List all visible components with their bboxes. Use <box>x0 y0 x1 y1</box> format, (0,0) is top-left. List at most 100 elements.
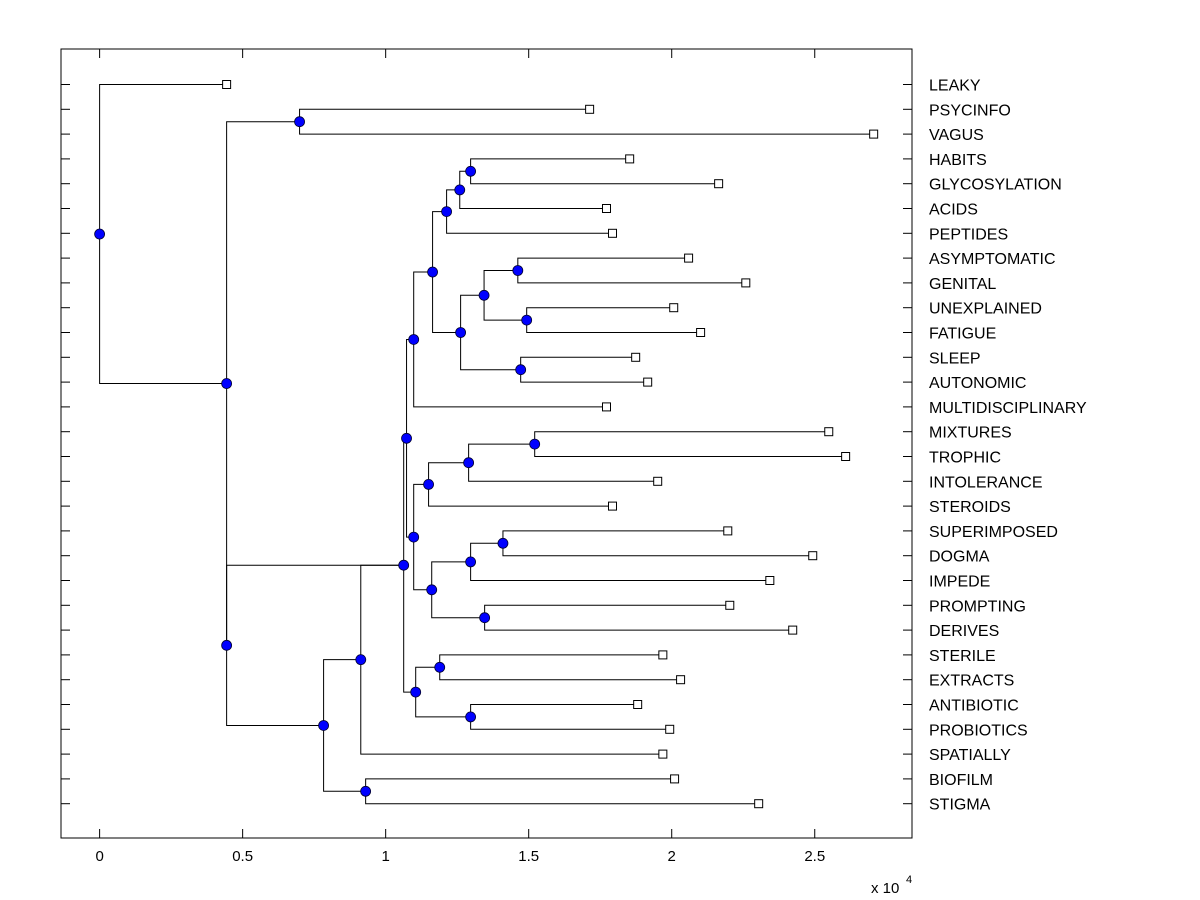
leaf-labels: LEAKY PSYCINFO VAGUS HABITS GLYCOSYLATION ACI… <box>929 78 1087 814</box>
leaf-marker <box>714 179 724 189</box>
leaf-label: DERIVES <box>929 623 999 640</box>
tree-branch <box>413 483 429 538</box>
node-marker <box>221 378 233 389</box>
node-markers <box>94 116 541 797</box>
tree-branch <box>432 211 447 273</box>
leaf-label: DOGMA <box>929 549 990 566</box>
leaf-marker <box>725 600 735 610</box>
leaf-label: BIOFILM <box>929 772 993 789</box>
leaf-label: PROBIOTICS <box>929 722 1028 739</box>
leaf-marker <box>869 129 879 139</box>
node-marker <box>463 457 475 469</box>
tree-branch <box>360 659 663 755</box>
leaf-label: STIGMA <box>929 797 991 814</box>
node-marker <box>465 711 477 723</box>
tree-branch <box>439 654 663 668</box>
tree-branch <box>468 462 658 482</box>
leaf-label: INTOLERANCE <box>929 474 1043 491</box>
tree-branch <box>470 716 670 730</box>
leaf-marker <box>653 476 663 486</box>
node-marker <box>360 785 372 797</box>
leaf-marker <box>625 154 635 164</box>
leaf-marker <box>585 104 595 114</box>
node-marker <box>479 612 491 624</box>
node-marker <box>427 266 438 278</box>
leaf-marker <box>741 278 751 288</box>
x-multiplier-label: x 10 <box>871 880 899 897</box>
leaf-label: ACIDS <box>929 202 978 219</box>
tree-branch <box>502 530 728 544</box>
axis-ticks: 0 0.5 1 1.5 2 2.5 <box>61 49 912 865</box>
x-multiplier-exponent: 4 <box>906 874 912 886</box>
tree-branch <box>460 294 485 333</box>
leaf-label: ASYMPTOMATIC <box>929 251 1056 268</box>
axes-frame <box>60 48 913 839</box>
node-marker <box>465 165 477 177</box>
leaf-marker <box>696 328 706 337</box>
tree-branch <box>413 537 432 591</box>
tree-branch <box>323 659 361 726</box>
leaf-marker <box>222 80 232 89</box>
leaf-marker <box>643 377 653 387</box>
tree-branch <box>415 692 471 718</box>
tree-branch <box>365 791 759 805</box>
leaf-label: GLYCOSYLATION <box>929 177 1062 194</box>
tree-branch <box>226 645 324 726</box>
tree-branch <box>517 257 689 271</box>
tree-branch <box>484 617 793 631</box>
tree-branch <box>406 338 414 439</box>
node-marker <box>294 116 305 128</box>
leaf-marker <box>684 253 694 263</box>
tree-branch <box>99 234 227 385</box>
node-marker <box>318 720 329 731</box>
tree-branch <box>484 604 730 618</box>
tree-branch <box>520 369 648 383</box>
node-marker <box>515 364 527 376</box>
leaf-marker <box>658 749 668 759</box>
x-tick-label: 2 <box>668 848 676 865</box>
node-marker <box>408 531 420 543</box>
tree-branch <box>483 270 518 296</box>
leaf-marker <box>665 724 675 734</box>
leaf-marker <box>824 427 834 437</box>
tree-branch <box>360 564 404 660</box>
leaf-label: ANTIBIOTIC <box>929 698 1019 715</box>
leaf-label: IMPEDE <box>929 574 990 591</box>
node-marker <box>454 184 466 196</box>
node-marker <box>455 327 467 338</box>
leaf-label: FATIGUE <box>929 326 996 343</box>
tree-branch <box>431 561 471 590</box>
tree-links <box>99 84 874 805</box>
tree-branch <box>299 121 874 135</box>
tree-branch <box>226 121 300 384</box>
leaf-marker <box>601 402 611 412</box>
leaf-marker <box>601 204 611 213</box>
leaf-marker <box>676 675 686 685</box>
tree-branch <box>428 462 469 485</box>
node-marker <box>398 559 410 571</box>
x-tick-label: 1.5 <box>518 848 539 865</box>
node-marker <box>94 228 106 240</box>
tree-branch <box>517 270 746 284</box>
node-marker <box>355 654 367 666</box>
x-tick-label: 1 <box>381 848 389 865</box>
x-tick-label: 0.5 <box>232 848 253 865</box>
tree-branch <box>432 272 461 333</box>
tree-branch <box>428 484 613 507</box>
tree-branch <box>470 561 770 581</box>
tree-branch <box>459 189 607 209</box>
node-marker <box>521 314 533 326</box>
leaf-label: AUTONOMIC <box>929 375 1026 392</box>
leaf-markers <box>222 80 879 809</box>
node-marker <box>512 265 524 276</box>
leaf-label: SUPERIMPOSED <box>929 524 1058 541</box>
leaf-label: SPATIALLY <box>929 747 1011 764</box>
leaf-marker <box>841 452 851 461</box>
tree-branch <box>520 356 636 370</box>
node-marker <box>465 556 477 568</box>
node-marker <box>401 432 412 444</box>
node-marker <box>441 206 452 218</box>
tree-branch <box>439 667 681 681</box>
tree-branch <box>99 84 227 235</box>
node-marker <box>478 289 490 301</box>
